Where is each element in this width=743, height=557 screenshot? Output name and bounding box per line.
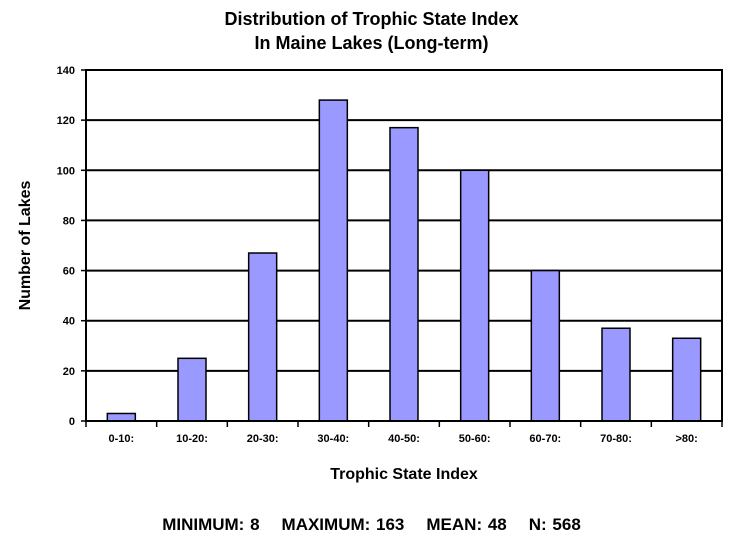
bar [177, 357, 207, 422]
x-tick-label: 0-10: [108, 433, 134, 445]
x-tick-label: 30-40: [317, 433, 349, 445]
x-tick-label: >80: [676, 433, 698, 445]
x-tick-label: 70-80: [600, 433, 632, 445]
summary-stats: MINIMUM: 8 MAXIMUM: 163 MEAN: 48 N: 568 [0, 515, 743, 535]
chart-title: Distribution of Trophic State Index [224, 9, 519, 29]
y-tick-label: 0 [69, 416, 75, 428]
stat-n: N: 568 [528, 515, 581, 534]
x-tick-label: 60-70: [529, 433, 561, 445]
stat-maximum: MAXIMUM: 163 [281, 515, 405, 534]
y-tick-label: 20 [63, 366, 75, 378]
x-axis-label: Trophic State Index [330, 466, 478, 483]
y-tick-labels: 0 20 40 60 80 100 120 140 [57, 65, 86, 428]
stat-mean: MEAN: 48 [426, 515, 507, 534]
x-tick-label: 50-60: [459, 433, 491, 445]
stat-minimum: MINIMUM: 8 [162, 515, 260, 534]
x-tick-label: 40-50: [388, 433, 420, 445]
bar [318, 99, 349, 422]
y-tick-label: 40 [63, 316, 75, 328]
bar [389, 126, 419, 422]
bar [459, 169, 490, 422]
y-tick-label: 60 [63, 266, 75, 278]
bar [601, 327, 631, 422]
bar [106, 412, 137, 422]
bars [106, 99, 702, 422]
bar [671, 337, 702, 422]
y-tick-label: 120 [57, 115, 75, 127]
bar-chart: 0 20 40 60 80 100 120 140 0-10: 10-20: 20-30: 30-4… [17, 65, 723, 483]
y-tick-label: 140 [57, 65, 75, 77]
x-tick-label: 20-30: [247, 433, 279, 445]
y-tick-label: 100 [57, 165, 75, 177]
x-tick-labels: 0-10: 10-20: 20-30: 30-40: 40-50: 50-60: 60-70… [85, 421, 723, 445]
plot-frame [85, 69, 723, 422]
chart-subtitle: In Maine Lakes (Long-term) [254, 33, 489, 53]
y-tick-label: 80 [63, 215, 75, 227]
bar [247, 252, 278, 422]
y-axis-label: Number of Lakes [17, 180, 34, 310]
bar [530, 269, 561, 422]
x-tick-label: 10-20: [176, 433, 208, 445]
